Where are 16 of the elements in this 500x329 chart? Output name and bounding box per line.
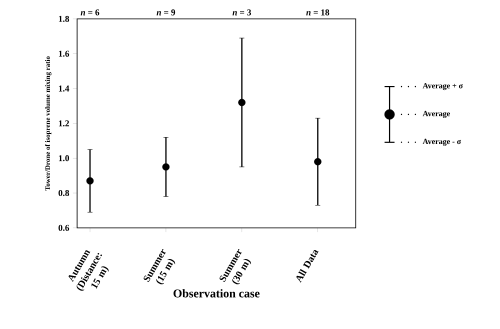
y-tick-label: 1.4 [58,85,70,92]
text: n = 9 [156,9,176,16]
y-tick-label: 1.8 [58,16,70,22]
text: n = 18 [306,9,330,16]
point [86,177,94,184]
point [162,163,170,170]
y-tick-label: 0.6 [58,224,70,231]
y-tick-label: 1.6 [58,50,70,57]
point [238,98,246,106]
y-tick-label: 1.2 [58,120,69,126]
point [314,158,322,166]
text: n = 3 [232,9,252,16]
x-axis-title: Observation case [174,288,260,298]
y-tick-label: 1.0 [58,155,70,162]
text: n = 6 [80,9,100,16]
y-tick-label: 0.8 [58,190,70,196]
